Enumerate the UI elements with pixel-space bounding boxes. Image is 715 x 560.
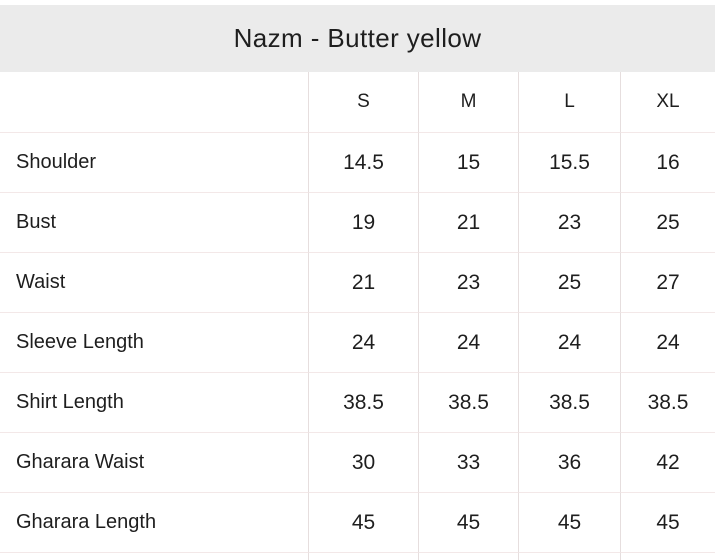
value-bust-l: 23 <box>518 192 620 252</box>
value-shirt-length-l: 38.5 <box>518 372 620 432</box>
partial-row-cell <box>418 552 518 560</box>
partial-row-cell <box>620 552 715 560</box>
chart-title: Nazm - Butter yellow <box>233 23 482 53</box>
partial-row-cell <box>518 552 620 560</box>
value-shirt-length-m: 38.5 <box>418 372 518 432</box>
value-bust-s: 19 <box>308 192 418 252</box>
value-gharara-waist-l: 36 <box>518 432 620 492</box>
value-shoulder-l: 15.5 <box>518 132 620 192</box>
value-shirt-length-s: 38.5 <box>308 372 418 432</box>
value-sleeve-length-s: 24 <box>308 312 418 372</box>
row-label-gharara-length: Gharara Length <box>0 492 308 552</box>
column-header-l: L <box>518 72 620 132</box>
value-waist-m: 23 <box>418 252 518 312</box>
value-sleeve-length-l: 24 <box>518 312 620 372</box>
value-gharara-waist-xl: 42 <box>620 432 715 492</box>
row-label-bust: Bust <box>0 192 308 252</box>
value-gharara-length-xl: 45 <box>620 492 715 552</box>
column-header-s: S <box>308 72 418 132</box>
value-waist-s: 21 <box>308 252 418 312</box>
partial-row-cell <box>308 552 418 560</box>
chart-title-band: Nazm - Butter yellow <box>0 5 715 72</box>
value-shoulder-m: 15 <box>418 132 518 192</box>
value-gharara-length-m: 45 <box>418 492 518 552</box>
value-shoulder-xl: 16 <box>620 132 715 192</box>
value-sleeve-length-m: 24 <box>418 312 518 372</box>
row-label-shoulder: Shoulder <box>0 132 308 192</box>
value-gharara-waist-m: 33 <box>418 432 518 492</box>
value-waist-xl: 27 <box>620 252 715 312</box>
value-gharara-length-s: 45 <box>308 492 418 552</box>
value-gharara-waist-s: 30 <box>308 432 418 492</box>
row-label-sleeve-length: Sleeve Length <box>0 312 308 372</box>
row-label-waist: Waist <box>0 252 308 312</box>
value-shoulder-s: 14.5 <box>308 132 418 192</box>
row-label-shirt-length: Shirt Length <box>0 372 308 432</box>
value-bust-m: 21 <box>418 192 518 252</box>
corner-empty-cell <box>0 72 308 132</box>
value-bust-xl: 25 <box>620 192 715 252</box>
column-header-xl: XL <box>620 72 715 132</box>
column-header-m: M <box>418 72 518 132</box>
partial-row-cell <box>0 552 308 560</box>
value-shirt-length-xl: 38.5 <box>620 372 715 432</box>
value-gharara-length-l: 45 <box>518 492 620 552</box>
value-waist-l: 25 <box>518 252 620 312</box>
size-chart-table: S M L XL Shoulder 14.5 15 15.5 16 Bust 1… <box>0 72 715 560</box>
top-margin-strip <box>0 0 715 5</box>
value-sleeve-length-xl: 24 <box>620 312 715 372</box>
row-label-gharara-waist: Gharara Waist <box>0 432 308 492</box>
